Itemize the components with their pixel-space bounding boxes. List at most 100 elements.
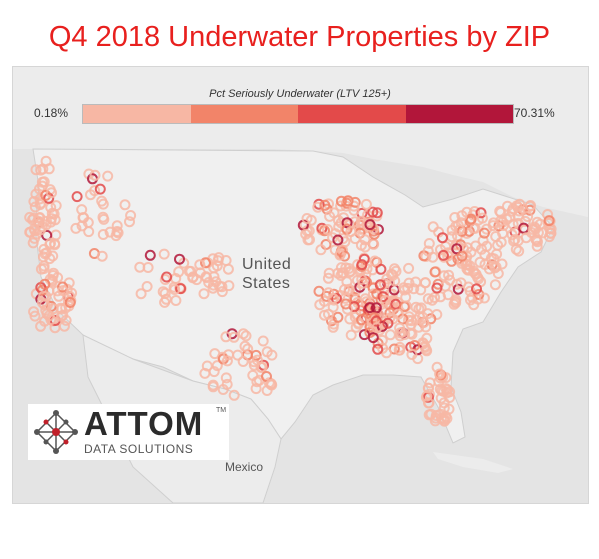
zip-marker[interactable] [97,198,109,210]
zip-marker[interactable] [237,356,249,367]
zip-marker[interactable] [40,155,52,167]
zip-marker[interactable] [323,287,334,299]
zip-marker[interactable] [471,283,482,295]
zip-marker[interactable] [454,224,466,236]
zip-marker[interactable] [34,199,46,211]
zip-marker[interactable] [94,183,106,195]
zip-marker[interactable] [478,227,490,239]
zip-marker[interactable] [207,379,219,391]
zip-marker[interactable] [474,256,486,268]
zip-marker[interactable] [349,216,361,228]
zip-marker[interactable] [48,208,60,220]
zip-marker[interactable] [390,265,402,277]
zip-marker[interactable] [38,243,50,255]
zip-marker[interactable] [423,397,434,409]
zip-marker[interactable] [372,343,384,355]
zip-marker[interactable] [223,280,235,292]
zip-marker[interactable] [194,259,206,271]
zip-marker[interactable] [135,288,147,300]
zip-marker[interactable] [332,311,344,323]
zip-marker[interactable] [506,229,518,241]
zip-marker[interactable] [368,228,380,240]
zip-marker[interactable] [49,214,61,226]
zip-marker[interactable] [250,349,262,361]
zip-marker[interactable] [316,222,328,234]
zip-marker[interactable] [506,205,518,217]
zip-marker[interactable] [344,313,356,325]
zip-marker[interactable] [210,276,222,288]
zip-marker[interactable] [543,215,555,227]
zip-marker[interactable] [77,212,89,224]
zip-marker[interactable] [460,259,472,271]
zip-marker[interactable] [211,360,223,372]
zip-marker[interactable] [532,227,544,239]
zip-marker[interactable] [319,309,330,321]
zip-marker[interactable] [524,204,536,216]
zip-marker[interactable] [56,310,67,322]
zip-marker[interactable] [478,292,490,304]
zip-marker[interactable] [493,220,505,232]
zip-marker[interactable] [221,355,233,367]
zip-marker[interactable] [394,322,406,334]
zip-marker[interactable] [443,269,455,281]
zip-marker[interactable] [102,170,114,182]
zip-marker[interactable] [446,224,458,236]
zip-marker[interactable] [356,314,368,326]
zip-marker[interactable] [369,255,381,267]
zip-marker[interactable] [510,243,522,255]
zip-marker[interactable] [340,298,352,310]
zip-marker[interactable] [419,277,431,289]
zip-marker[interactable] [341,217,353,229]
zip-marker[interactable] [476,243,487,255]
zip-marker[interactable] [543,231,555,243]
zip-marker[interactable] [429,266,441,278]
zip-marker[interactable] [161,271,173,283]
zip-marker[interactable] [345,329,357,341]
zip-marker[interactable] [89,169,101,181]
zip-marker[interactable] [29,310,41,322]
zip-marker[interactable] [495,236,507,248]
zip-marker[interactable] [378,296,390,308]
zip-marker[interactable] [437,249,449,261]
zip-marker[interactable] [422,245,434,257]
zip-marker[interactable] [327,321,339,333]
zip-marker[interactable] [413,321,425,333]
zip-marker[interactable] [239,340,251,352]
zip-marker[interactable] [421,390,433,402]
zip-marker[interactable] [312,201,324,213]
zip-marker[interactable] [43,192,55,204]
zip-marker[interactable] [29,225,41,237]
zip-marker[interactable] [377,342,389,354]
zip-marker[interactable] [381,273,393,285]
zip-marker[interactable] [335,262,347,274]
zip-marker[interactable] [364,302,376,314]
zip-marker[interactable] [200,257,211,269]
zip-marker[interactable] [356,259,368,271]
zip-marker[interactable] [300,228,312,240]
zip-marker[interactable] [525,200,536,211]
zip-marker[interactable] [429,292,441,303]
zip-marker[interactable] [349,233,361,245]
zip-marker[interactable] [216,286,228,298]
zip-marker[interactable] [400,291,412,303]
zip-marker[interactable] [437,232,448,244]
zip-marker[interactable] [64,297,76,308]
zip-marker[interactable] [476,212,488,224]
zip-marker[interactable] [228,389,240,401]
zip-marker[interactable] [367,206,379,218]
zip-marker[interactable] [408,283,420,295]
zip-marker[interactable] [375,263,387,275]
zip-marker[interactable] [438,270,450,282]
zip-marker[interactable] [370,315,382,327]
zip-marker[interactable] [144,249,156,261]
zip-marker[interactable] [370,302,382,314]
zip-marker[interactable] [201,272,213,284]
zip-marker[interactable] [35,320,47,332]
zip-marker[interactable] [423,409,435,421]
zip-marker[interactable] [251,376,263,388]
zip-marker[interactable] [35,263,47,275]
zip-marker[interactable] [335,217,347,229]
zip-marker[interactable] [364,219,376,231]
zip-marker[interactable] [440,383,452,395]
zip-marker[interactable] [376,320,388,332]
